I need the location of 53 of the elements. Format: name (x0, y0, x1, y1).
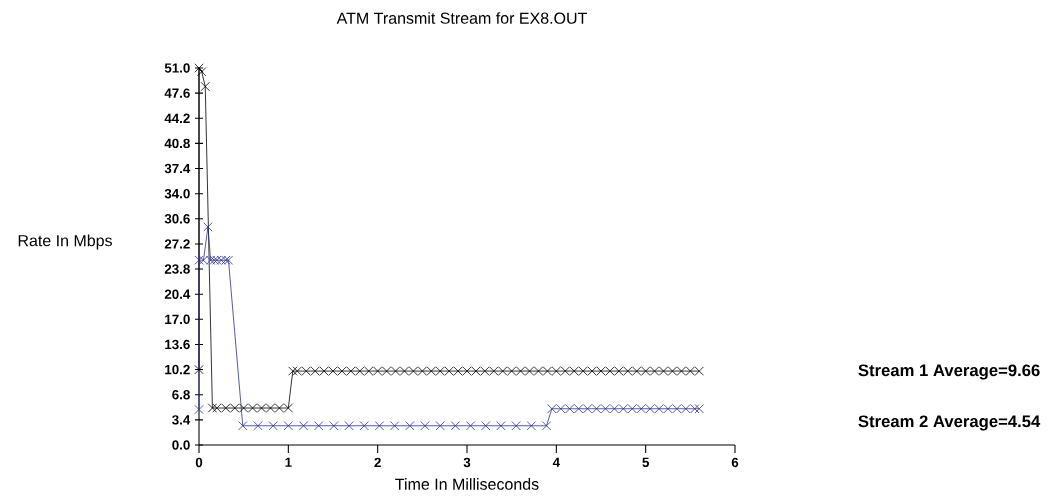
chart-title: ATM Transmit Stream for EX8.OUT (336, 12, 587, 24)
point (420, 421, 430, 431)
point (314, 421, 324, 431)
point (238, 421, 248, 431)
point (298, 421, 309, 431)
point (526, 421, 536, 431)
y-tick-label: 0.0 (172, 440, 190, 450)
x-tick-label: 0 (195, 457, 203, 468)
x-tick-label: 4 (552, 457, 560, 467)
point (694, 404, 704, 414)
point (359, 421, 369, 431)
y-tick-label: 47.6 (164, 88, 190, 98)
point (405, 421, 415, 431)
point (481, 421, 491, 431)
x-tick-label: 2 (374, 457, 381, 468)
point (390, 421, 400, 431)
point (344, 421, 354, 431)
y-tick-label: 17.0 (165, 314, 190, 325)
y-tick-label: 13.6 (165, 339, 190, 350)
y-tick-label: 40.8 (164, 138, 190, 149)
x-axis-title: Time In Milliseconds (395, 478, 539, 490)
point (435, 421, 445, 431)
point (253, 421, 263, 431)
point (283, 421, 293, 431)
y-tick-label: 44.2 (164, 113, 190, 123)
point (450, 421, 461, 431)
y-tick-label: 3.4 (172, 415, 191, 425)
y-axis-title: Rate In Mbps (18, 234, 112, 250)
y-tick-label: 51.0 (164, 63, 190, 73)
point (329, 421, 339, 431)
point (496, 421, 506, 431)
y-tick-label: 37.4 (164, 163, 191, 174)
x-tick-label: 1 (285, 457, 292, 467)
point (374, 421, 385, 431)
point (268, 421, 278, 431)
y-tick-label: 34.0 (164, 188, 190, 199)
point (541, 421, 552, 431)
x-tick-label: 3 (463, 457, 471, 468)
point (194, 255, 204, 265)
y-tick-label: 10.2 (165, 364, 190, 375)
text: Stream 2 Average=4.54 (858, 415, 1041, 431)
y-tick-label: 6.8 (172, 390, 190, 400)
y-tick-label: 27.2 (164, 239, 190, 249)
text: Stream 1 Average=9.66 (858, 364, 1040, 380)
point (203, 222, 213, 232)
point (465, 421, 476, 431)
y-tick-label: 20.4 (164, 289, 191, 299)
x-tick-label: 6 (731, 457, 739, 468)
point (194, 404, 204, 415)
y-tick-label: 30.6 (164, 214, 190, 224)
point (511, 421, 521, 431)
x-tick-label: 5 (642, 457, 650, 467)
y-tick-label: 23.8 (164, 264, 190, 274)
